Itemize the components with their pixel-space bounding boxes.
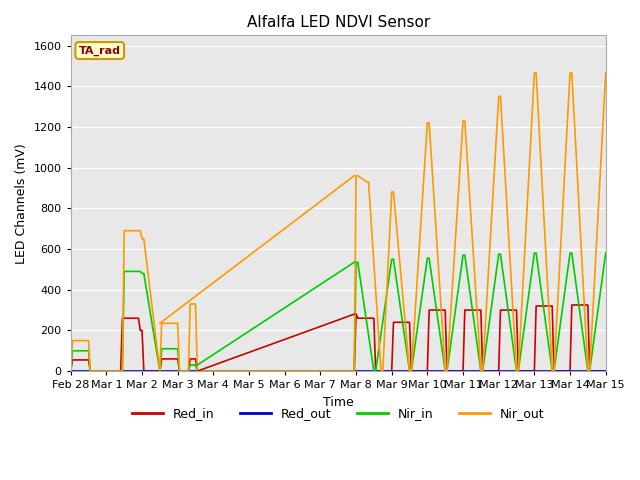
Y-axis label: LED Channels (mV): LED Channels (mV) [15, 143, 28, 264]
Legend: Red_in, Red_out, Nir_in, Nir_out: Red_in, Red_out, Nir_in, Nir_out [127, 402, 550, 425]
Title: Alfalfa LED NDVI Sensor: Alfalfa LED NDVI Sensor [246, 15, 430, 30]
X-axis label: Time: Time [323, 396, 353, 408]
Text: TA_rad: TA_rad [79, 46, 121, 56]
